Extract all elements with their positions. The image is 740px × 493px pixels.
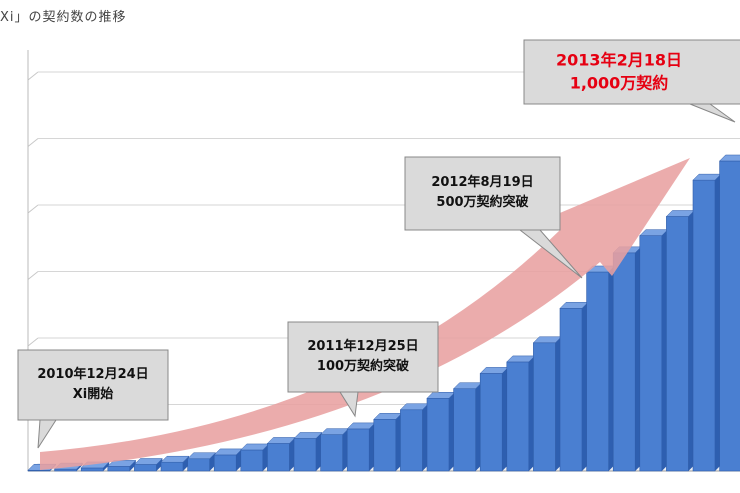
grid-line-side	[27, 71, 39, 81]
bar	[692, 179, 716, 472]
bar	[293, 438, 317, 472]
bar	[506, 361, 530, 472]
grid-line-side	[27, 204, 39, 214]
bar	[559, 308, 583, 472]
bar	[54, 468, 77, 472]
bar	[639, 235, 663, 472]
grid-line-side	[27, 271, 39, 280]
bar-side	[103, 461, 110, 471]
bar	[666, 216, 689, 472]
grid-line-side	[27, 138, 39, 147]
bar	[187, 458, 210, 472]
callout-box	[404, 156, 561, 231]
callout-label: 100万契約突破	[317, 358, 409, 374]
callout-label: 1,000万契約	[570, 74, 669, 93]
bar	[400, 409, 423, 472]
growth-arrow	[40, 158, 690, 470]
callout-box	[287, 321, 439, 393]
bar	[107, 466, 131, 472]
bar	[240, 449, 264, 472]
bar	[453, 388, 476, 472]
callout-label: Xi開始	[73, 386, 113, 402]
callout-label: 500万契約突破	[436, 194, 528, 210]
bar	[426, 397, 450, 472]
bar	[533, 342, 556, 472]
callout-box	[17, 349, 169, 421]
bar	[612, 252, 636, 472]
chart-title: Xi」の契約数の推移	[0, 10, 127, 25]
callout-tail	[37, 419, 57, 449]
callout-date: 2011年12月25日	[307, 338, 418, 354]
callout-date: 2012年8月19日	[431, 174, 533, 190]
callout-date: 2013年2月18日	[556, 51, 682, 70]
bar	[479, 373, 503, 472]
bar-side	[129, 460, 136, 471]
bar	[213, 454, 237, 472]
callout-date: 2010年12月24日	[37, 366, 148, 382]
grid-line-side	[27, 337, 39, 347]
bar	[320, 434, 343, 472]
bar	[346, 428, 370, 472]
callout-tail	[689, 103, 736, 123]
callout-box	[523, 39, 740, 105]
bar	[160, 461, 184, 472]
bar	[80, 467, 104, 472]
bar-top	[718, 154, 740, 162]
bar	[267, 443, 290, 472]
bar	[373, 419, 397, 472]
bar	[134, 464, 157, 472]
bar	[719, 160, 740, 472]
bar-side	[156, 458, 163, 471]
bar	[586, 271, 609, 472]
